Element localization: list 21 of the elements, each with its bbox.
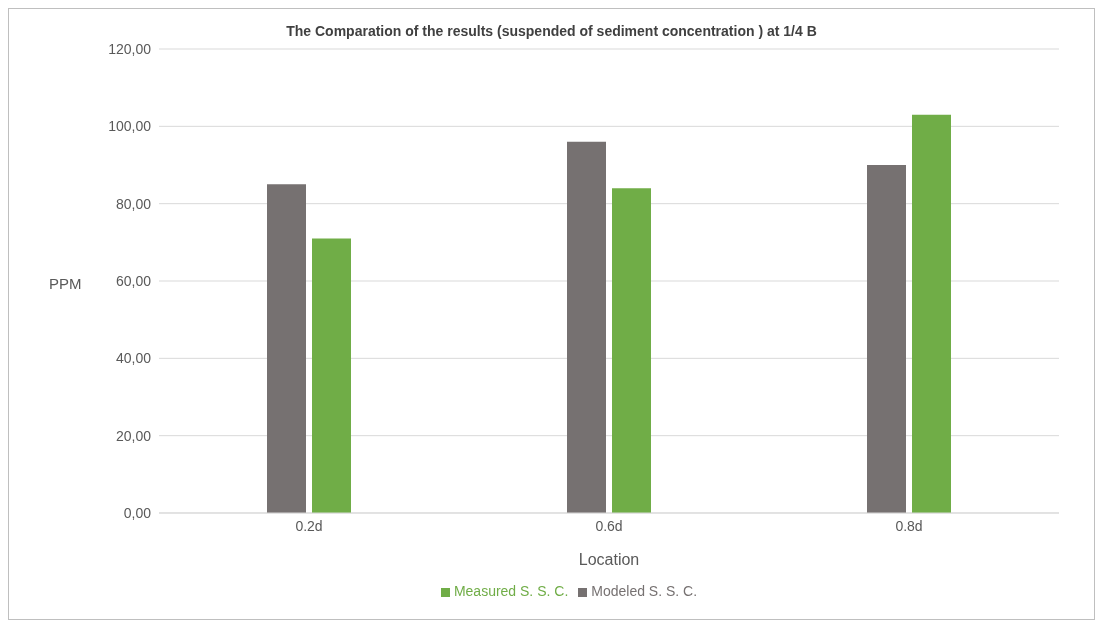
x-tick-label: 0.6d (595, 517, 623, 534)
bar (567, 141, 606, 513)
y-tick-label: 80,00 (115, 195, 152, 212)
x-tick-label: 0.2d (295, 517, 323, 534)
bar (267, 184, 306, 513)
legend-label: Modeled S. S. C. (591, 583, 698, 599)
chart-title: The Comparation of the results (suspended of sediment concentration ) at 1/4 B (285, 23, 818, 39)
y-tick-label: 100,00 (108, 118, 152, 135)
y-axis-title: PPM (49, 275, 82, 292)
legend-label: Measured S. S. C. (453, 583, 569, 599)
x-axis-title: Location (578, 551, 640, 568)
y-tick-label: 120,00 (108, 40, 152, 57)
y-tick-label: 0,00 (123, 504, 152, 521)
y-tick-label: 40,00 (115, 350, 152, 367)
x-tick-label: 0.8d (895, 517, 923, 534)
bar (867, 165, 906, 513)
bar (912, 114, 951, 513)
bar (312, 238, 351, 513)
y-tick-label: 60,00 (115, 272, 152, 289)
y-tick-label: 20,00 (115, 427, 152, 444)
bar (612, 188, 651, 513)
